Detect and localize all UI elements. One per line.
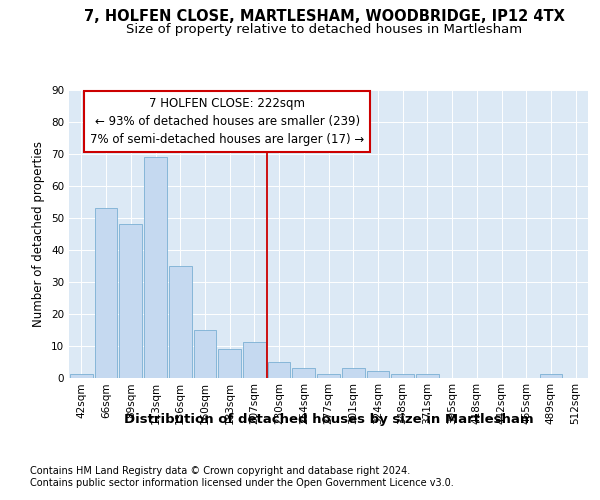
Text: Size of property relative to detached houses in Martlesham: Size of property relative to detached ho… (126, 22, 522, 36)
Bar (317, 374, 340, 378)
Bar (416, 374, 439, 378)
Bar (194, 330, 216, 378)
Bar (292, 368, 315, 378)
Text: 7, HOLFEN CLOSE, MARTLESHAM, WOODBRIDGE, IP12 4TX: 7, HOLFEN CLOSE, MARTLESHAM, WOODBRIDGE,… (83, 9, 565, 24)
Bar (367, 371, 389, 378)
Bar (391, 374, 414, 378)
Bar (539, 374, 562, 378)
Bar (119, 224, 142, 378)
Bar (70, 374, 93, 378)
Bar (144, 157, 167, 378)
Text: Contains HM Land Registry data © Crown copyright and database right 2024.: Contains HM Land Registry data © Crown c… (30, 466, 410, 476)
Text: 7 HOLFEN CLOSE: 222sqm
← 93% of detached houses are smaller (239)
7% of semi-det: 7 HOLFEN CLOSE: 222sqm ← 93% of detached… (90, 97, 364, 146)
Bar (268, 362, 290, 378)
Text: Distribution of detached houses by size in Martlesham: Distribution of detached houses by size … (124, 412, 533, 426)
Bar (218, 349, 241, 378)
Bar (243, 342, 266, 378)
Text: Contains public sector information licensed under the Open Government Licence v3: Contains public sector information licen… (30, 478, 454, 488)
Bar (169, 266, 191, 378)
Bar (95, 208, 118, 378)
Y-axis label: Number of detached properties: Number of detached properties (32, 141, 46, 327)
Bar (342, 368, 365, 378)
